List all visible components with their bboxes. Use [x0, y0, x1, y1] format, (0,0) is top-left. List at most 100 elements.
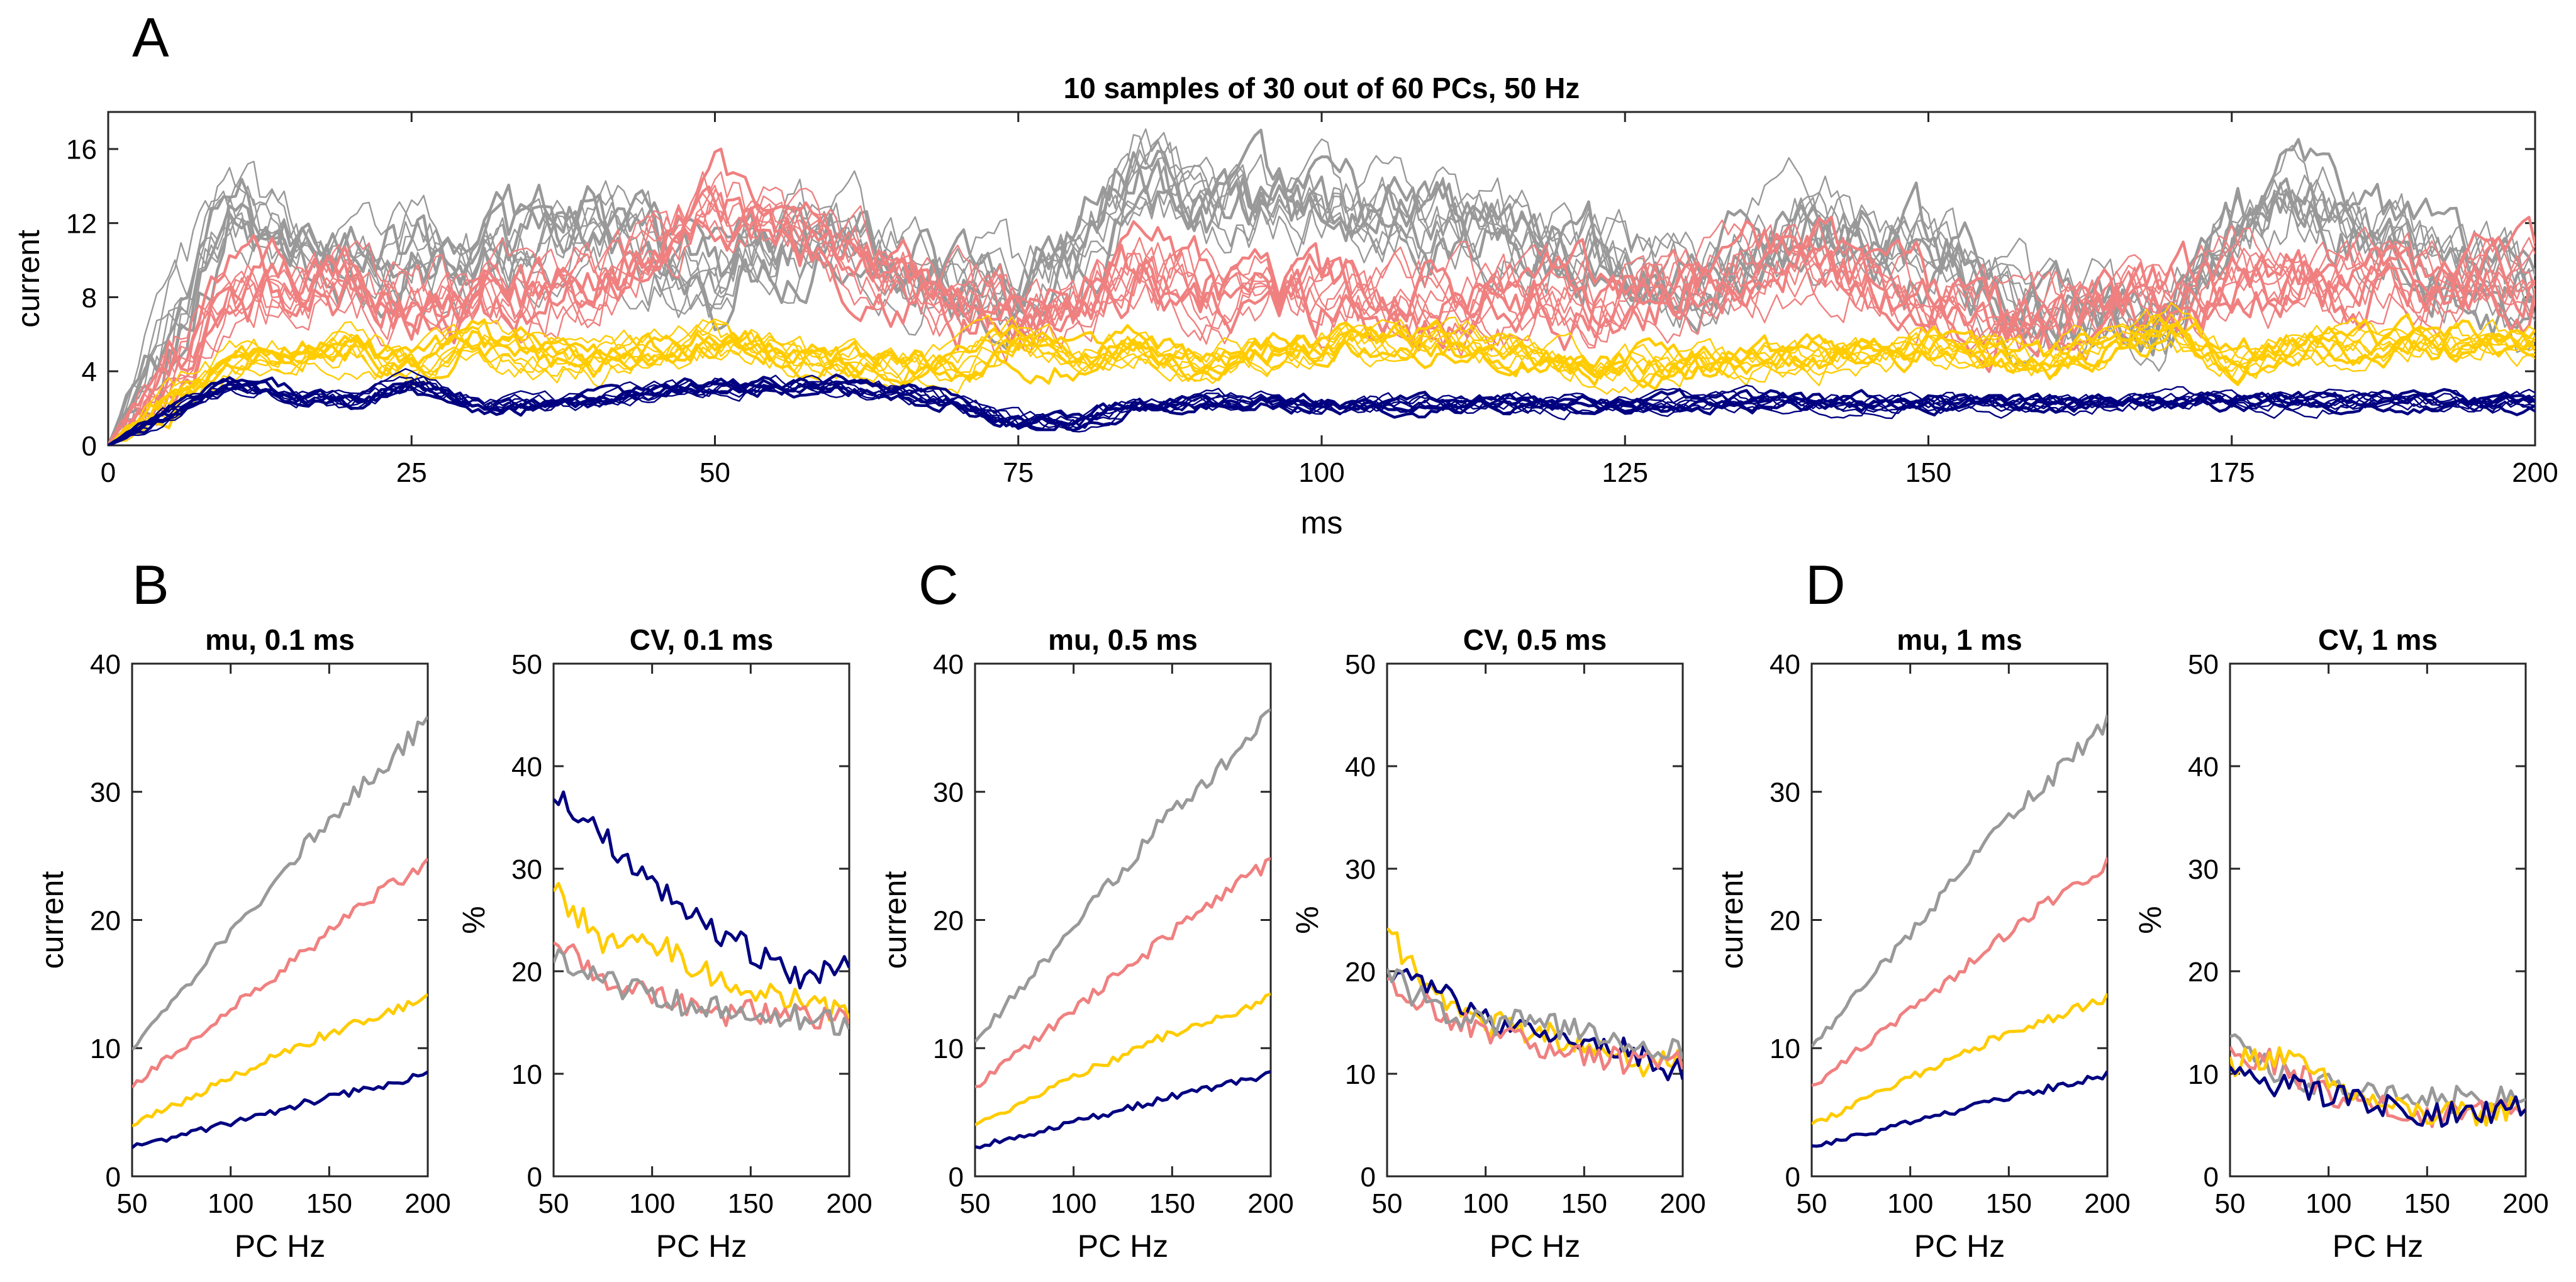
y-tick-label: 40	[1345, 752, 1376, 783]
x-tick-label: 100	[629, 1188, 675, 1219]
x-tick-label: 100	[1463, 1188, 1508, 1219]
series-line-gold	[132, 993, 428, 1128]
x-tick-label: 50	[1797, 1188, 1827, 1219]
y-tick-label: 50	[1345, 649, 1376, 680]
x-axis-label: PC Hz	[1914, 1229, 2005, 1264]
y-tick-label: 50	[511, 649, 542, 680]
x-axis-label: PC Hz	[1078, 1229, 1168, 1264]
x-tick-label: 50	[960, 1188, 991, 1219]
series-line-gold	[1812, 993, 2107, 1125]
y-tick-label: 40	[2188, 752, 2219, 783]
x-tick-label: 50	[538, 1188, 569, 1219]
y-tick-label: 0	[106, 1162, 121, 1193]
chart-title: 10 samples of 30 out of 60 PCs, 50 Hz	[1064, 72, 1580, 104]
y-axis-label: current	[11, 230, 46, 328]
y-tick-label: 20	[1770, 905, 1800, 936]
x-axis-label: PC Hz	[656, 1229, 747, 1264]
series-line-gray-sample-3	[108, 138, 2535, 445]
y-tick-label: 30	[1770, 778, 1800, 808]
x-tick-label: 150	[306, 1188, 352, 1219]
y-axis-label: %	[1290, 906, 1325, 934]
chart-title: mu, 0.5 ms	[1048, 623, 1198, 656]
chart-title: CV, 0.5 ms	[1463, 623, 1607, 656]
chart-b-mu: 50 100 150 200 0 10 20 30 40 mu, 0.1 ms PC Hz curre…	[35, 623, 451, 1264]
x-tick-label: 50	[1372, 1188, 1403, 1219]
x-tick-label: 200	[2084, 1188, 2130, 1219]
plot-area	[2230, 1033, 2526, 1129]
x-axis-label: PC Hz	[1490, 1229, 1580, 1264]
y-tick-label: 20	[933, 905, 964, 936]
y-tick-label: 8	[82, 282, 97, 313]
y-axis-label: current	[878, 871, 913, 969]
series-line-salmon	[132, 857, 428, 1089]
chart-b-cv: 50 100 150 200 0 10 20 30 40 50 CV, 0.1 ms PC Hz%	[456, 623, 873, 1264]
series-line-navy	[2230, 1066, 2526, 1128]
plot-area	[975, 708, 1271, 1150]
x-tick-label: 100	[208, 1188, 254, 1219]
x-tick-label: 150	[1905, 457, 1951, 488]
series-line-gray	[554, 948, 849, 1036]
series-line-navy	[1812, 1070, 2107, 1148]
y-axis-label: %	[456, 906, 491, 934]
series-line-salmon-sample-7	[108, 187, 2535, 445]
series-line-salmon-sample-2	[108, 189, 2535, 445]
y-tick-label: 10	[2188, 1059, 2219, 1090]
series-line-gold	[975, 992, 1271, 1127]
y-tick-label: 10	[511, 1059, 542, 1090]
series-line-gray-sample-7	[108, 131, 2535, 445]
y-tick-label: 4	[82, 357, 97, 387]
x-tick-label: 25	[396, 457, 427, 488]
x-tick-label: 125	[1602, 457, 1648, 488]
series-line-gray	[1812, 715, 2107, 1048]
axes-frame	[2229, 662, 2527, 1178]
y-tick-label: 16	[66, 135, 97, 165]
series-line-navy-sample-7	[108, 374, 2535, 445]
series-line-salmon	[1812, 857, 2107, 1087]
y-tick-label: 20	[90, 905, 121, 936]
x-tick-label: 200	[404, 1188, 450, 1219]
chart-d-cv: 50 100 150 200 0 10 20 30 40 50 CV, 1 ms PC Hz%	[2133, 623, 2549, 1264]
plot-area	[1387, 927, 1683, 1081]
series-line-gold	[554, 881, 849, 1022]
y-tick-label: 0	[949, 1162, 964, 1193]
y-tick-label: 30	[2188, 854, 2219, 885]
chart-c-cv: 50 100 150 200 0 10 20 30 40 50 CV, 0.5 ms PC Hz%	[1290, 623, 1706, 1264]
series-line-salmon-sample-10	[108, 184, 2535, 445]
x-axis-label: ms	[1301, 505, 1343, 540]
axes-frame	[1386, 662, 1684, 1178]
series-line-navy-sample-6	[108, 381, 2535, 445]
plot-area	[108, 128, 2535, 445]
x-tick-label: 50	[2215, 1188, 2246, 1219]
series-line-gray	[132, 715, 428, 1051]
plot-area	[1812, 715, 2107, 1148]
x-tick-label: 200	[1659, 1188, 1705, 1219]
plot-area	[132, 715, 428, 1149]
chart-title: CV, 0.1 ms	[630, 623, 773, 656]
y-tick-label: 20	[2188, 957, 2219, 988]
plot-area	[554, 790, 849, 1036]
y-tick-label: 40	[511, 752, 542, 783]
y-tick-label: 40	[90, 649, 121, 680]
y-tick-label: 0	[1361, 1162, 1376, 1193]
chart-title: mu, 0.1 ms	[205, 623, 355, 656]
x-tick-label: 175	[2209, 457, 2255, 488]
y-tick-label: 0	[82, 431, 97, 462]
y-tick-label: 30	[90, 778, 121, 808]
series-line-navy-sample-10	[108, 376, 2535, 445]
x-tick-label: 150	[1149, 1188, 1195, 1219]
y-axis-label: current	[35, 871, 70, 969]
y-axis-label: %	[2133, 906, 2168, 934]
series-line-navy	[554, 790, 849, 989]
x-tick-label: 0	[101, 457, 116, 488]
axes-frame	[552, 662, 850, 1178]
x-axis-label: PC Hz	[2333, 1229, 2423, 1264]
series-line-salmon-sample-6	[108, 171, 2535, 445]
y-tick-label: 10	[933, 1034, 964, 1064]
series-line-navy-sample-2	[108, 381, 2535, 445]
y-tick-label: 0	[527, 1162, 542, 1193]
x-tick-label: 150	[1561, 1188, 1607, 1219]
panel-letter-a: A	[132, 6, 169, 69]
series-line-navy-sample-9	[108, 376, 2535, 445]
x-axis-label: PC Hz	[235, 1229, 325, 1264]
